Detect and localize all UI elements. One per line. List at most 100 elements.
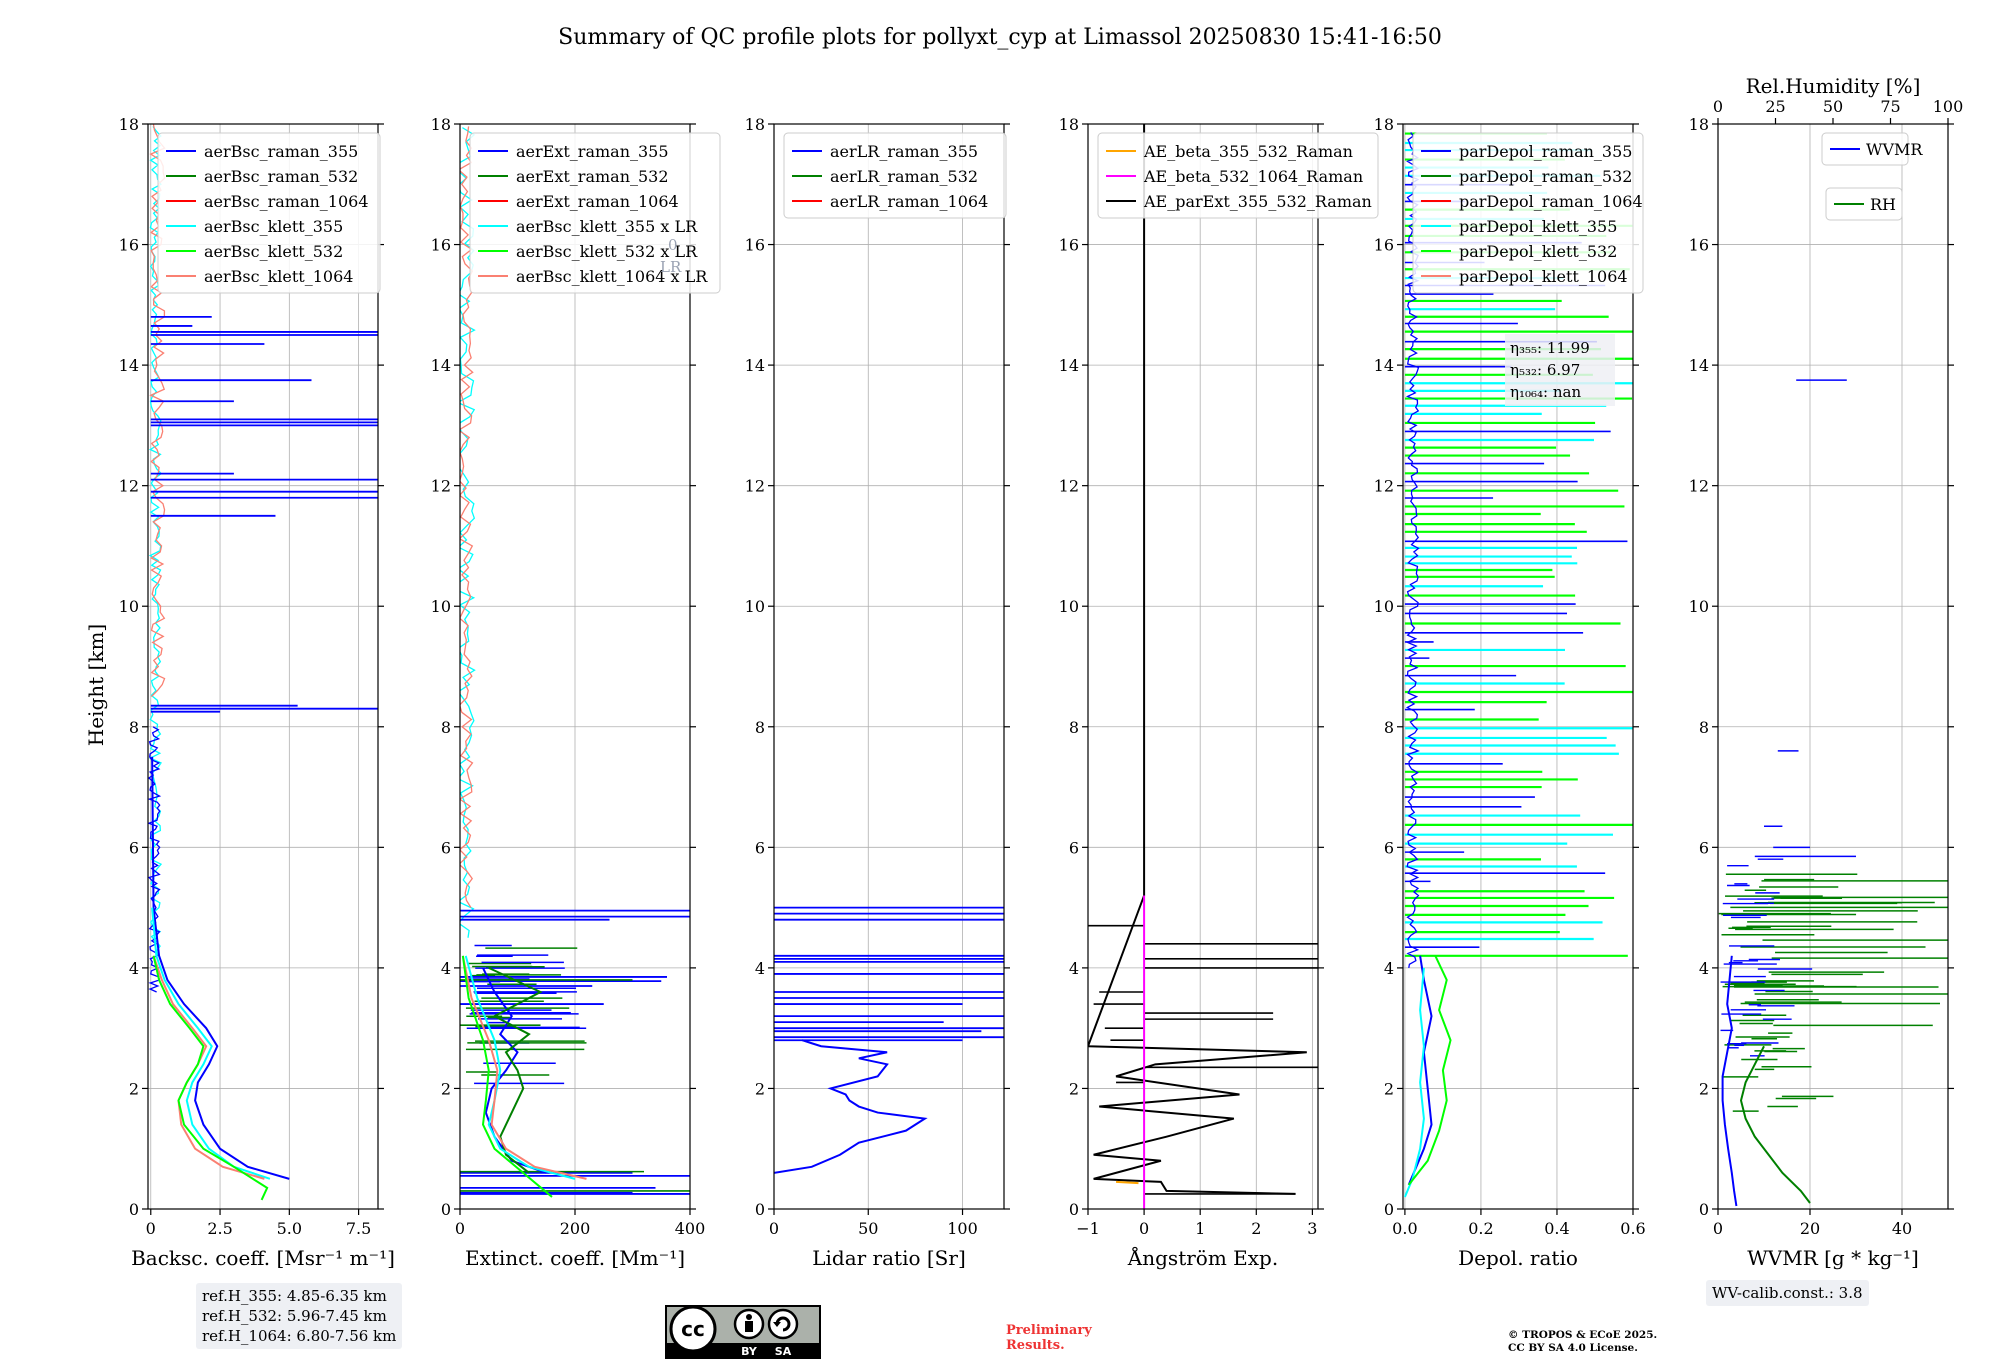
- y-tick-label: 10: [745, 597, 765, 616]
- y-tick-label: 6: [1069, 838, 1079, 857]
- legend-label: parDepol_klett_532: [1459, 242, 1617, 261]
- x-axis-label: Depol. ratio: [1458, 1246, 1578, 1270]
- legend-label: aerExt_raman_1064: [516, 192, 679, 211]
- cc-icon: [669, 1305, 717, 1353]
- panel-lr: 0 2 4 6 8 10 12 14 16 18 0 50 100 Lidar ratio [Sr] aer…: [745, 115, 1010, 1270]
- legend-label: parDepol_raman_1064: [1459, 192, 1643, 211]
- panel-ext: 0 2 4 6 8 10 12 14 16 18 0 200 400 Extinct. coeff. [M…: [431, 115, 721, 1270]
- legend-label: AE_beta_355_532_Raman: [1143, 142, 1353, 161]
- y-tick-label: 12: [431, 477, 451, 496]
- y-tick-label: 16: [1689, 236, 1709, 255]
- series-line-WVMR: [1721, 955, 1738, 1207]
- legend-box-rh: RH: [1825, 187, 1903, 221]
- x-tick-label: 0: [1139, 1219, 1149, 1238]
- series-line-aerBsc_klett_532 x LR: [461, 955, 553, 1198]
- faded-text: 0: [668, 236, 678, 254]
- x-tick-label: 1: [1195, 1219, 1205, 1238]
- series-line-aerExt_raman_355: [482, 967, 547, 1174]
- y-tick-label: 10: [1374, 597, 1394, 616]
- y-tick-label: 12: [745, 477, 765, 496]
- x-tick-label: 50: [858, 1219, 878, 1238]
- y-tick-label: 2: [755, 1079, 765, 1098]
- y-tick-label: 16: [1374, 236, 1394, 255]
- noise-trace: [460, 126, 474, 908]
- plot-area-bsc: [148, 124, 378, 1209]
- top-tick-label: 75: [1880, 97, 1900, 116]
- x-tick-label: 3: [1307, 1219, 1317, 1238]
- y-tick-label: 8: [1384, 718, 1394, 737]
- series-line-parDepol_klett_355: [1403, 967, 1425, 1198]
- y-tick-label: 18: [1059, 115, 1079, 134]
- x-tick-label: 0: [769, 1219, 779, 1238]
- y-tick-label: 8: [1069, 718, 1079, 737]
- legend-label: parDepol_klett_355: [1459, 217, 1617, 236]
- legend-label: WVMR: [1866, 140, 1923, 159]
- plot-area-ae: [1088, 124, 1318, 1209]
- top-tick-label: 100: [1933, 97, 1964, 116]
- legend-label: parDepol_klett_1064: [1459, 267, 1628, 286]
- y-tick-label: 0: [755, 1200, 765, 1219]
- x-tick-label: 2: [1251, 1219, 1261, 1238]
- cc-license-badge: cc BY SA: [665, 1305, 821, 1359]
- y-tick-label: 10: [1059, 597, 1079, 616]
- copyright-line-1: © TROPOS & ECoE 2025.: [1508, 1329, 1658, 1341]
- y-tick-label: 18: [745, 115, 765, 134]
- y-tick-label: 18: [1374, 115, 1394, 134]
- x-axis-label: Lidar ratio [Sr]: [812, 1246, 966, 1270]
- eta-line: η₃₅₅: 11.99: [1510, 339, 1590, 357]
- y-tick-label: 2: [129, 1079, 139, 1098]
- series-line-parDepol_raman_355: [1407, 955, 1433, 1186]
- y-tick-label: 18: [1689, 115, 1709, 134]
- legend-label: RH: [1870, 195, 1896, 214]
- ref-line-1064: ref.H_1064: 6.80-7.56 km: [202, 1327, 397, 1345]
- y-tick-label: 8: [1699, 718, 1709, 737]
- y-tick-label: 14: [745, 356, 765, 375]
- y-axis-label: Height [km]: [84, 624, 108, 746]
- y-tick-label: 6: [129, 838, 139, 857]
- x-tick-label: 0.2: [1468, 1219, 1493, 1238]
- series-line-aerLR_raman_355: [774, 1039, 928, 1174]
- ref-line-532: ref.H_532: 5.96-7.45 km: [202, 1307, 387, 1325]
- x-tick-label: 200: [560, 1219, 591, 1238]
- x-tick-label: −1: [1076, 1219, 1100, 1238]
- y-tick-label: 2: [1699, 1079, 1709, 1098]
- x-tick-label: 2.5: [207, 1219, 232, 1238]
- y-tick-label: 2: [441, 1079, 451, 1098]
- y-tick-label: 8: [755, 718, 765, 737]
- y-tick-label: 0: [441, 1200, 451, 1219]
- legend-label: aerBsc_klett_1064 x LR: [516, 267, 708, 286]
- legend-label: AE_parExt_355_532_Raman: [1143, 192, 1372, 211]
- y-tick-label: 2: [1384, 1079, 1394, 1098]
- preliminary-line-2: Results.: [1006, 1338, 1065, 1353]
- axes-frame: [1402, 123, 1634, 1210]
- x-tick-label: 400: [675, 1219, 706, 1238]
- x-tick-label: 7.5: [346, 1219, 371, 1238]
- y-tick-label: 8: [441, 718, 451, 737]
- y-tick-label: 6: [441, 838, 451, 857]
- cc-main-text: cc: [681, 1317, 705, 1341]
- x-tick-label: 20: [1800, 1219, 1820, 1238]
- y-tick-label: 0: [129, 1200, 139, 1219]
- y-tick-label: 12: [119, 477, 139, 496]
- preliminary-line-1: Preliminary: [1006, 1323, 1092, 1338]
- y-tick-label: 0: [1069, 1200, 1079, 1219]
- y-tick-label: 4: [1384, 959, 1394, 978]
- legend-label: aerExt_raman_532: [516, 167, 669, 186]
- figure-title: Summary of QC profile plots for pollyxt_…: [558, 25, 1442, 50]
- legend-label: AE_beta_532_1064_Raman: [1143, 167, 1363, 186]
- legend-label: aerBsc_klett_532: [204, 242, 343, 261]
- y-tick-label: 14: [1689, 356, 1709, 375]
- legend-label: aerBsc_raman_1064: [204, 192, 369, 211]
- y-tick-label: 18: [119, 115, 139, 134]
- reference-height-box: ref.H_355: 4.85-6.35 km ref.H_532: 5.96-…: [196, 1283, 403, 1349]
- legend-label: aerLR_raman_532: [830, 167, 978, 186]
- legend-label: parDepol_raman_355: [1459, 142, 1632, 161]
- top-tick-label: 50: [1823, 97, 1843, 116]
- y-tick-label: 18: [431, 115, 451, 134]
- y-tick-label: 6: [1384, 838, 1394, 857]
- cc-sa-text: SA: [775, 1345, 792, 1358]
- x-tick-label: 0.6: [1620, 1219, 1645, 1238]
- series-line-aerBsc_klett_355: [151, 907, 271, 1180]
